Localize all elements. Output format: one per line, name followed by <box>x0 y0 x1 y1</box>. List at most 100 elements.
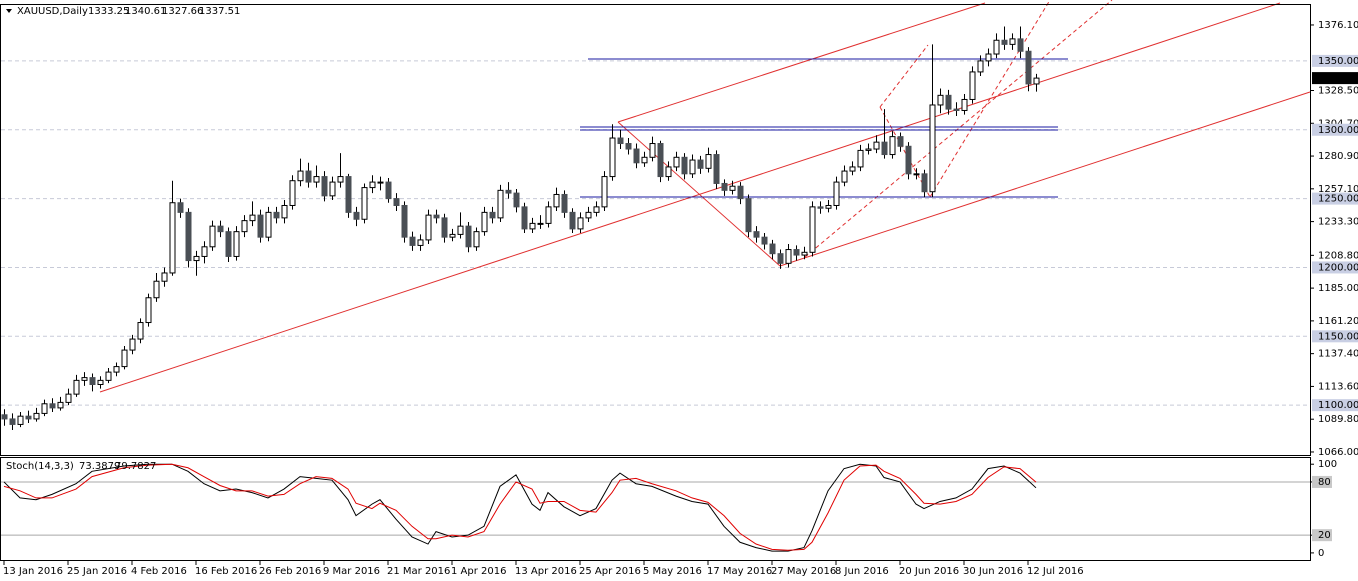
candle-body <box>1001 39 1008 45</box>
candle-body <box>833 181 840 206</box>
candle-body <box>969 71 976 100</box>
candle-body <box>129 338 136 351</box>
candle-body <box>985 53 992 62</box>
candle-body <box>625 143 632 150</box>
x-tick-label: 26 Feb 2016 <box>259 566 321 577</box>
candle-body <box>105 371 112 381</box>
candle-body <box>385 181 392 200</box>
candle-body <box>761 236 768 245</box>
candle-body <box>1033 77 1040 85</box>
level-label: 1250.00 <box>1318 194 1358 205</box>
y-tick-label: 1328.50 <box>1318 86 1358 97</box>
candle-body <box>601 176 608 208</box>
candle-body <box>913 173 920 176</box>
x-tick-label: 20 Jun 2016 <box>899 566 959 577</box>
candle-body <box>33 412 40 420</box>
trend-line <box>617 121 781 267</box>
candle-body <box>897 136 904 147</box>
candle-body <box>417 239 424 246</box>
candle-body <box>729 185 736 191</box>
candle-body <box>777 253 784 264</box>
candle-body <box>737 185 744 200</box>
stoch-line <box>3 463 1037 552</box>
candle-body <box>393 198 400 206</box>
candle-body <box>841 170 848 183</box>
candle-body <box>289 180 296 206</box>
candle-body <box>177 202 184 213</box>
y-tick-label: 1208.80 <box>1318 250 1358 261</box>
y-tick-label: 1161.20 <box>1318 316 1358 327</box>
candle-body <box>273 211 280 219</box>
open-value: 1333.25 <box>88 6 129 17</box>
level-box <box>1312 261 1358 274</box>
x-tick-label: 5 May 2016 <box>643 566 702 577</box>
level-box <box>1312 399 1358 412</box>
level-box <box>1312 330 1358 343</box>
stoch-line <box>3 463 1037 551</box>
trend-line <box>617 2 986 123</box>
candle-body <box>41 403 48 414</box>
candle-body <box>209 225 216 248</box>
candle-body <box>705 154 712 169</box>
x-tick-label: 17 May 2016 <box>707 566 772 577</box>
y-tick-label: 0 <box>1318 548 1324 559</box>
candle-body <box>425 214 432 241</box>
candle-body <box>929 104 936 193</box>
candle-body <box>65 393 72 403</box>
candle-body <box>689 159 696 175</box>
candle-body <box>633 148 640 164</box>
candle-body <box>313 176 320 183</box>
candle-body <box>337 176 344 183</box>
stoch-k-value: 73.3879 <box>79 461 120 472</box>
candle-body <box>545 206 552 224</box>
x-tick-label: 9 Mar 2016 <box>323 566 380 577</box>
level-box <box>1312 529 1332 542</box>
candle-body <box>1025 50 1032 85</box>
last-price-box <box>1312 72 1358 85</box>
candle-body <box>713 154 720 184</box>
candle-body <box>97 379 104 385</box>
last-price-label: 1337.51 <box>1318 73 1358 84</box>
candle-body <box>753 231 760 238</box>
candle-body <box>961 98 968 111</box>
x-tick-label: 21 Mar 2016 <box>387 566 450 577</box>
candle-body <box>201 246 208 257</box>
candle-body <box>681 156 688 175</box>
candle-body <box>17 415 24 425</box>
candle-body <box>121 349 128 368</box>
candle-body <box>553 193 560 208</box>
price-frame <box>0 4 1311 456</box>
candle-body <box>849 166 856 172</box>
y-tick-label: 1280.90 <box>1318 151 1358 162</box>
candle-body <box>1017 38 1024 52</box>
y-tick-label: 1233.30 <box>1318 217 1358 228</box>
candle-body <box>921 173 928 193</box>
candle-body <box>281 204 288 219</box>
candle-body <box>257 214 264 238</box>
y-tick-label: 1089.80 <box>1318 414 1358 425</box>
candle-body <box>857 149 864 168</box>
x-tick-label: 25 Jan 2016 <box>67 566 127 577</box>
candle-body <box>169 202 176 274</box>
candle-body <box>673 156 680 168</box>
candle-body <box>513 192 520 208</box>
candle-body <box>145 297 152 324</box>
y-tick-label: 100 <box>1318 459 1337 470</box>
level-box <box>1312 192 1358 205</box>
trend-line <box>779 91 1311 267</box>
x-tick-label: 30 Jun 2016 <box>963 566 1023 577</box>
candle-body <box>593 206 600 213</box>
x-tick-label: 4 Feb 2016 <box>131 566 187 577</box>
candle-body <box>785 249 792 264</box>
candle-body <box>537 222 544 225</box>
menu-icon <box>6 9 12 13</box>
candle-body <box>977 60 984 73</box>
candle-body <box>73 379 80 395</box>
candle-body <box>993 39 1000 55</box>
candle-body <box>489 211 496 219</box>
candle-body <box>225 231 232 257</box>
candle-body <box>497 189 504 219</box>
level-label: 1300.00 <box>1318 125 1358 136</box>
candle-body <box>361 187 368 220</box>
